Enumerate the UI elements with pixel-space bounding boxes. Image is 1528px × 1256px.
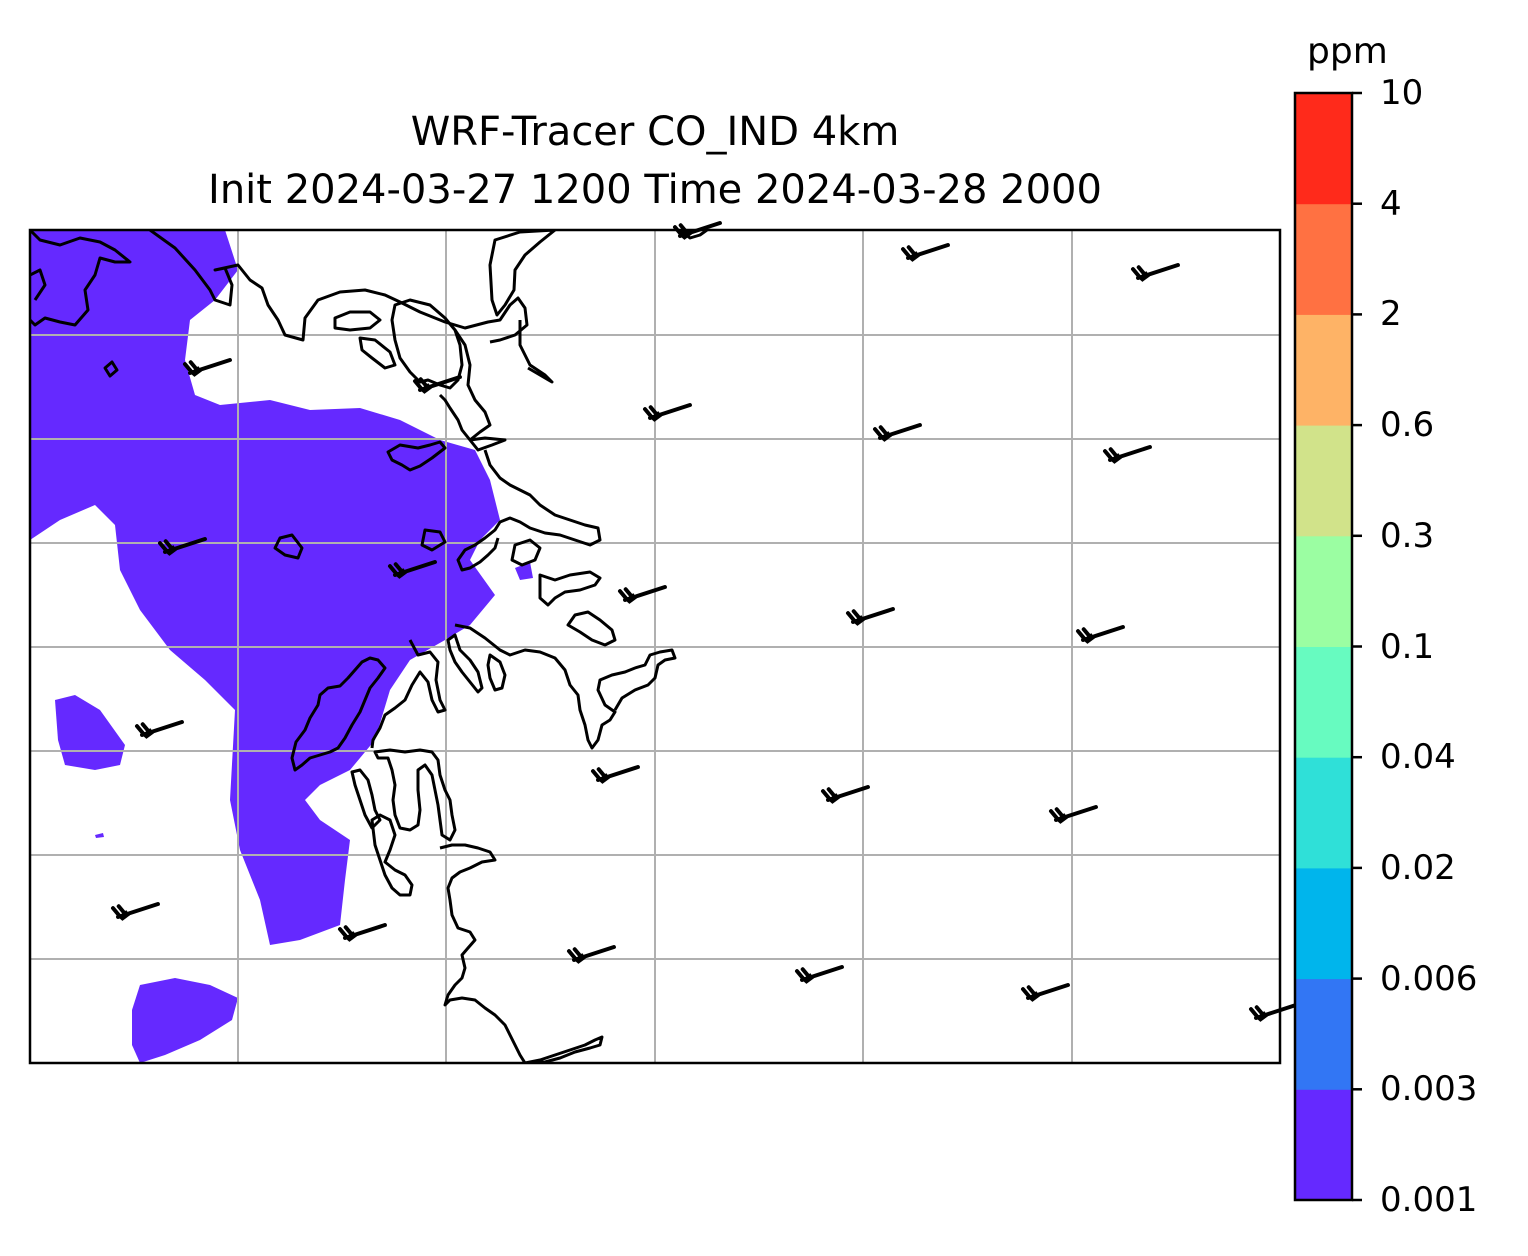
wind-barb-icon [413, 375, 462, 394]
plume-region-main [30, 230, 500, 945]
map-frame [28, 228, 1282, 1065]
wind-barb-icon [111, 902, 160, 921]
colorbar-band [1295, 1089, 1352, 1201]
wind-barb-icon [795, 965, 844, 984]
plume-region-south [132, 978, 238, 1063]
wind-barb-icon [1249, 1003, 1298, 1022]
colorbar-tick-label: 0.3 [1380, 515, 1435, 556]
colorbar-tick-label: 10 [1380, 73, 1424, 113]
wind-barb-icon [1049, 805, 1098, 824]
colorbar-band [1295, 314, 1352, 426]
wind-barb-icon [643, 403, 692, 422]
wind-barb-icon [821, 785, 870, 804]
gridlines [30, 230, 1280, 1063]
colorbar-tick-label: 0.6 [1380, 405, 1435, 446]
colorbar-tick-label: 0.04 [1380, 737, 1456, 778]
colorbar-tick-label: 0.001 [1380, 1180, 1478, 1220]
wind-barb-icon [591, 765, 640, 784]
wind-barb-icon [846, 607, 895, 626]
wind-barb-icon [567, 945, 616, 964]
plume-region-west [55, 695, 125, 770]
colorbar-tick-label: 0.02 [1380, 847, 1456, 888]
colorbar-band [1295, 425, 1352, 537]
wind-barb-icon [618, 585, 667, 604]
map-subtitle: Init 2024-03-27 1200 Time 2024-03-28 200… [208, 167, 1102, 213]
wind-barb-icon [338, 923, 387, 942]
colorbar-band [1295, 93, 1352, 205]
colorbar-band [1295, 535, 1352, 647]
colorbar-band [1295, 646, 1352, 758]
wind-barb-icon [135, 720, 184, 739]
colorbar-band [1295, 867, 1352, 980]
wind-barb-icon [158, 537, 207, 556]
wind-barb-icon [1103, 445, 1152, 464]
wind-barb-icon [1021, 983, 1070, 1002]
plume-patch-bay [515, 562, 533, 580]
map-title: WRF-Tracer CO_IND 4km [410, 109, 900, 155]
colorbar-tick-label: 0.003 [1380, 1069, 1478, 1110]
colorbar-tick-label: 0.006 [1380, 958, 1478, 999]
colorbar-unit: ppm [1307, 31, 1388, 72]
colorbar-band [1295, 978, 1352, 1090]
wind-barb-icon [183, 358, 232, 377]
wind-barb-icon [1131, 263, 1180, 282]
colorbar-band [1295, 203, 1352, 315]
wind-barb-icon [901, 243, 950, 262]
wind-barb-icon [673, 221, 722, 240]
plume-dot [95, 833, 104, 838]
colorbar-tick-label: 2 [1380, 294, 1402, 335]
wind-barb-icon [873, 423, 922, 442]
colorbar [1293, 91, 1362, 1202]
wind-barb-icon [1076, 625, 1125, 644]
colorbar-tick-label: 4 [1380, 183, 1402, 224]
wind-barb-icon [388, 560, 437, 579]
colorbar-tick-label: 0.1 [1380, 626, 1435, 667]
colorbar-band [1295, 757, 1352, 869]
